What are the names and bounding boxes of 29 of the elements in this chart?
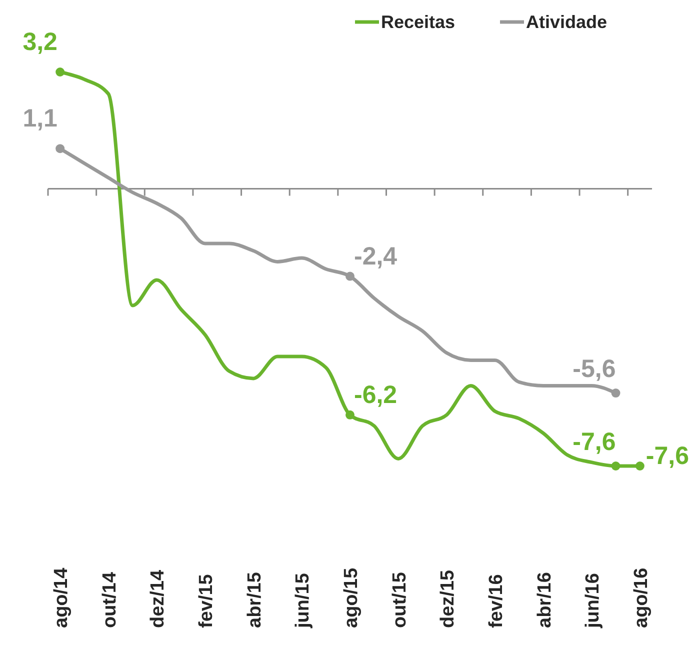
x-tick-label: out/14 xyxy=(99,572,120,628)
x-tick-label: ago/15 xyxy=(341,567,362,628)
data-label: -5,6 xyxy=(572,355,616,384)
point xyxy=(611,388,620,398)
legend-label: Atividade xyxy=(526,12,608,32)
data-label: 3,2 xyxy=(22,28,58,56)
data-label: -2,4 xyxy=(354,242,398,270)
x-tick-label: ago/14 xyxy=(51,567,72,628)
data-label: -7,6 xyxy=(646,442,690,470)
point xyxy=(56,68,65,76)
x-tick-label: fev/15 xyxy=(196,574,218,628)
x-tick-label: abr/16 xyxy=(534,572,556,628)
point xyxy=(56,144,65,154)
x-tick-label: ago/16 xyxy=(630,568,652,628)
x-tick-label: jun/16 xyxy=(582,573,604,629)
x-tick-label: dez/14 xyxy=(148,569,169,628)
x-tick-label: jun/15 xyxy=(292,572,314,629)
point xyxy=(346,410,354,420)
point xyxy=(611,462,620,470)
x-tick-label: fev/16 xyxy=(486,574,507,628)
legend-label: Receitas xyxy=(381,12,456,32)
data-label: -7,6 xyxy=(572,428,616,456)
data-label: 1,1 xyxy=(22,104,58,133)
point xyxy=(346,272,354,281)
data-label: -6,2 xyxy=(354,380,398,409)
x-tick-label: dez/15 xyxy=(438,569,459,628)
x-tick-label: abr/15 xyxy=(244,572,266,628)
point xyxy=(635,462,644,470)
x-tick-label: out/15 xyxy=(389,572,410,628)
